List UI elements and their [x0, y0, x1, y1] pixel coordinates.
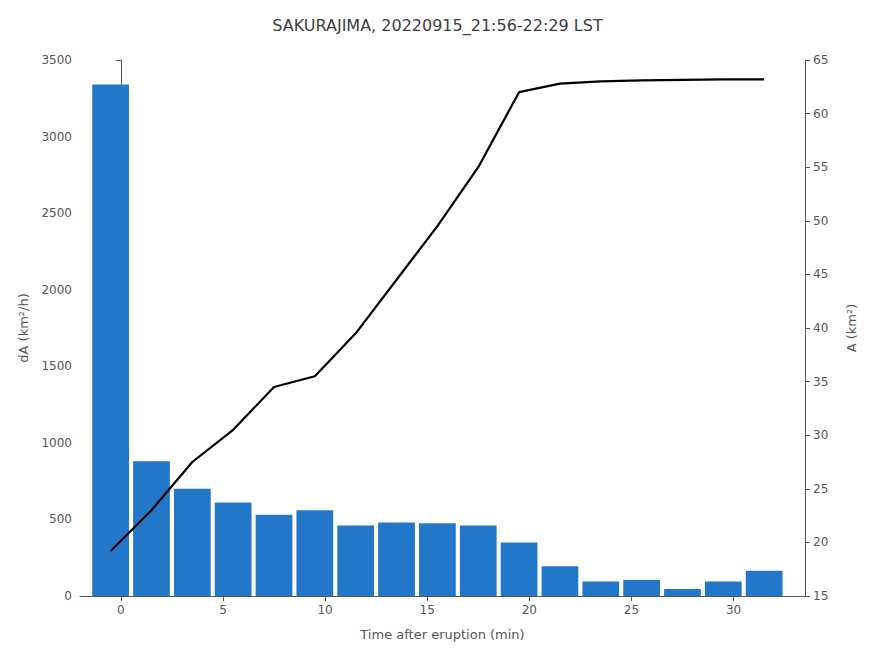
svg-text:30: 30 — [813, 428, 828, 442]
svg-text:500: 500 — [49, 512, 72, 526]
svg-text:0: 0 — [117, 603, 125, 617]
svg-text:55: 55 — [813, 160, 828, 174]
svg-text:1500: 1500 — [41, 359, 72, 373]
svg-text:25: 25 — [624, 603, 639, 617]
svg-text:65: 65 — [813, 53, 828, 67]
svg-text:25: 25 — [813, 482, 828, 496]
svg-text:3500: 3500 — [41, 53, 72, 67]
svg-text:1000: 1000 — [41, 436, 72, 450]
svg-text:SAKURAJIMA, 20220915_21:56-22:: SAKURAJIMA, 20220915_21:56-22:29 LST — [272, 16, 603, 36]
svg-text:10: 10 — [317, 603, 332, 617]
svg-text:30: 30 — [726, 603, 741, 617]
svg-text:15: 15 — [420, 603, 435, 617]
svg-text:0: 0 — [64, 589, 72, 603]
svg-text:40: 40 — [813, 321, 828, 335]
svg-text:20: 20 — [522, 603, 537, 617]
svg-text:45: 45 — [813, 267, 828, 281]
svg-text:50: 50 — [813, 214, 828, 228]
svg-text:20: 20 — [813, 535, 828, 549]
svg-text:dA (km²/h): dA (km²/h) — [16, 293, 31, 362]
svg-text:2000: 2000 — [41, 283, 72, 297]
svg-text:Time after eruption (min): Time after eruption (min) — [359, 627, 524, 642]
svg-text:3000: 3000 — [41, 130, 72, 144]
svg-text:A (km²): A (km²) — [844, 304, 859, 353]
svg-text:15: 15 — [813, 589, 828, 603]
svg-text:2500: 2500 — [41, 206, 72, 220]
svg-text:60: 60 — [813, 107, 828, 121]
svg-text:5: 5 — [219, 603, 227, 617]
svg-text:35: 35 — [813, 375, 828, 389]
